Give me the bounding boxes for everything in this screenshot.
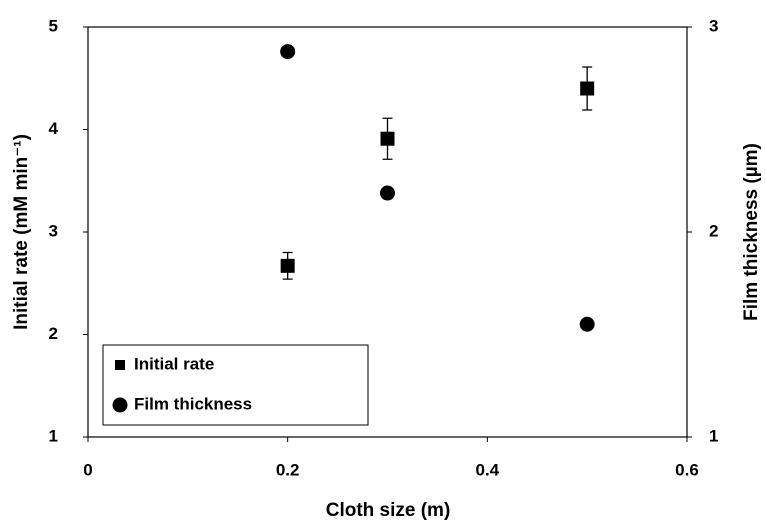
point [380,185,395,201]
legend-label: Initial rate [134,354,214,373]
point [380,131,395,146]
y-tick-label: 2 [49,324,58,343]
legend-box [102,344,369,426]
y-tick-label: 5 [49,16,58,35]
legend-marker [115,360,125,370]
y2-tick-label: 2 [709,221,718,240]
point [580,81,595,96]
point [280,258,295,273]
y2-axis-title: Film thickness (µm) [741,143,762,321]
legend-label: Film thickness [134,394,252,413]
x-tick-label: 0 [83,460,92,479]
y-axis-title: Initial rate (mM min⁻¹) [11,134,32,330]
point [579,316,595,332]
x-tick-label: 0.2 [276,460,300,479]
y-tick-label: 4 [49,119,59,138]
point [280,44,296,60]
y-tick-label: 3 [49,221,58,240]
y2-tick-label: 3 [709,16,718,35]
y-tick-label: 1 [49,426,58,445]
x-tick-label: 0.4 [476,460,500,479]
x-tick-label: 0.6 [675,460,699,479]
legend-marker [112,397,128,413]
x-axis-title: Cloth size (m) [326,500,451,521]
y2-tick-label: 1 [709,426,718,445]
